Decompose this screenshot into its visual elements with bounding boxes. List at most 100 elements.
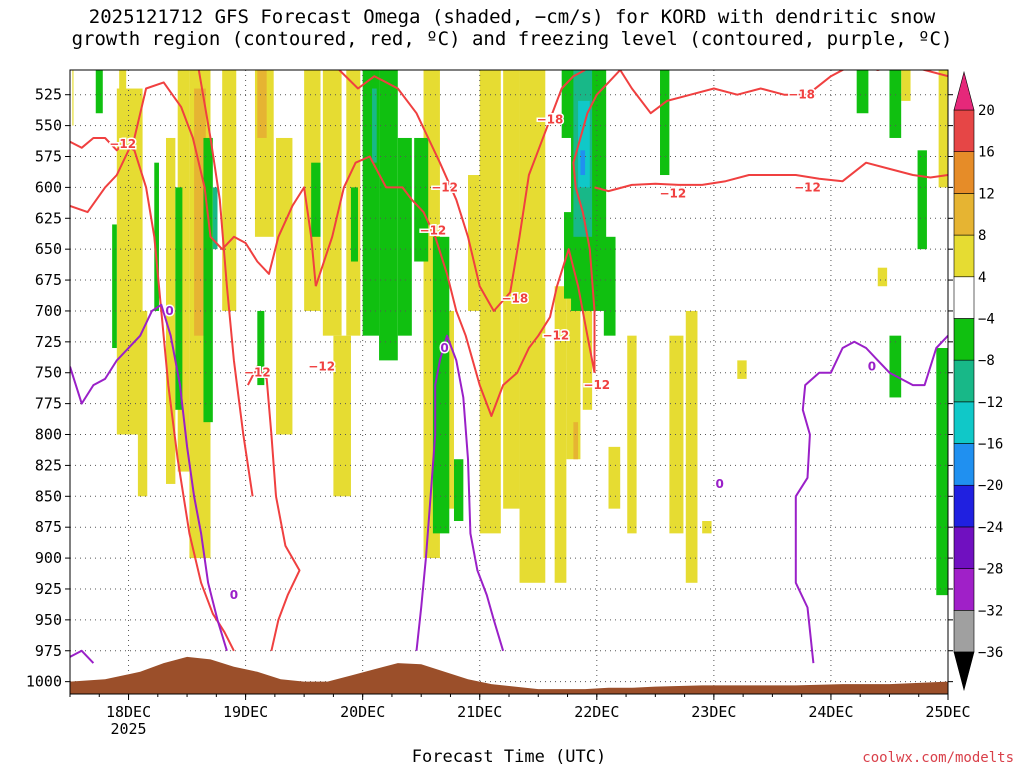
omega-cell-35 [95, 70, 103, 114]
omega-cell-0 [72, 70, 74, 126]
omega-cell-11 [322, 70, 342, 336]
omega-cell-56 [889, 335, 902, 398]
colorbar-box-3 [953, 484, 975, 528]
contour-dgz-12f [594, 161, 948, 193]
omega-cell-26 [685, 310, 698, 583]
y-tick-label-16: 925 [35, 580, 62, 598]
omega-cell-52 [603, 236, 616, 336]
contour-label-freezing-0-2: 0 [440, 341, 448, 355]
contour-freezing-0b [415, 334, 505, 652]
omega-cell-12 [333, 335, 351, 497]
omega-cell-3 [137, 310, 148, 497]
y-tick-label-0: 525 [35, 86, 62, 104]
omega-cell-54 [856, 70, 869, 114]
y-tick-label-6: 675 [35, 271, 62, 289]
colorbar-box-1 [953, 568, 975, 611]
omega-cell-19 [519, 70, 546, 583]
omega-cell-28 [702, 521, 712, 534]
colorbar-label-2: −28 [978, 562, 1003, 578]
y-tick-label-10: 775 [35, 395, 62, 413]
y-tick-label-12: 825 [35, 456, 62, 474]
colorbar-box-2 [953, 526, 975, 569]
omega-cell-45 [397, 137, 412, 336]
omega-cell-40 [257, 310, 265, 386]
y-tick-label-4: 625 [35, 209, 62, 227]
colorbar-label-11: 12 [978, 186, 995, 202]
y-tick-label-15: 900 [35, 549, 62, 567]
y-tick-label-18: 975 [35, 642, 62, 660]
omega-cell-37 [154, 162, 159, 311]
x-axis-title: Forecast Time (UTC) [412, 747, 606, 767]
contour-label-dgz-12-5: −12 [794, 180, 821, 194]
omega-cell-17 [479, 70, 501, 534]
y-axis: 525 550 575 600 625 650 675 700 725 750 775 800 825 8… [26, 86, 953, 691]
colorbar-arrow-top [953, 70, 975, 111]
contour-label-freezing-0-0: 0 [165, 304, 173, 318]
colorbar-box-10 [953, 193, 975, 236]
contour-freezing-0c [794, 335, 948, 664]
colorbar-label-0: −36 [978, 645, 1003, 661]
omega-cell-30 [901, 70, 911, 101]
title-line-1: 2025121712 GFS Forecast Omega (shaded, −… [88, 6, 936, 28]
x-tick-label-2: 20DEC [340, 703, 385, 721]
colorbar-label-13: 20 [978, 103, 995, 119]
contour-freezing-0 [70, 303, 228, 652]
omega-cell-7 [222, 70, 237, 311]
colorbar-box-0 [953, 610, 975, 653]
y-tick-label-8: 725 [35, 333, 62, 351]
omega-cell-38 [175, 187, 183, 410]
omega-cell-58 [936, 348, 948, 596]
colorbar-box-9 [953, 234, 975, 278]
contour-label-dgz-12-1: −12 [244, 366, 271, 380]
contour-label-dgz-18-1: −18 [537, 112, 564, 126]
x-axis: 18DEC 19DEC 20DEC 21DEC 22DEC 23DEC 24DEC 25DEC… [69, 694, 971, 738]
y-tick-label-9: 750 [35, 364, 62, 382]
colorbar-label-1: −32 [978, 603, 1003, 619]
omega-cell-41 [311, 162, 321, 237]
contour-labels: −12 −12 −12 −12 −12 −12 −12 −12 −12 −18 −18 −18 0 0 0 0… [108, 86, 878, 603]
contour-label-dgz-12-0: −12 [109, 137, 136, 151]
contour-label-dgz-12-7: −12 [420, 224, 447, 238]
omega-cell-34 [573, 422, 579, 460]
omega-shading [72, 70, 948, 596]
contour-label-freezing-0-1: 0 [230, 588, 238, 602]
colorbar-box-6 [953, 359, 975, 403]
x-tick-label-1: 19DEC [223, 703, 268, 721]
contour-dgz-12e [572, 70, 621, 373]
y-tick-label-11: 800 [35, 426, 62, 444]
omega-cell-42 [350, 187, 358, 262]
omega-cell-23 [608, 446, 621, 509]
colorbar-label-7: −8 [978, 353, 995, 369]
y-tick-label-19: 1000 [26, 673, 62, 691]
omega-cell-33 [257, 70, 267, 138]
contour-label-dgz-12-8: −12 [431, 180, 458, 194]
omega-cell-50 [564, 212, 574, 299]
colorbar-label-4: −20 [978, 478, 1003, 494]
colorbar-label-10: 8 [978, 228, 986, 244]
omega-cell-46 [414, 137, 429, 262]
chart-title: 2025121712 GFS Forecast Omega (shaded, −… [0, 6, 1024, 50]
x-tick-label-7: 25DEC [925, 703, 970, 721]
terrain-surface [70, 656, 948, 694]
credit-link[interactable]: coolwx.com/modelts [862, 750, 1014, 766]
y-tick-label-13: 850 [35, 487, 62, 505]
contour-label-dgz-12-4: −12 [660, 187, 687, 201]
contours [70, 70, 948, 664]
y-tick-label-3: 600 [35, 178, 62, 196]
omega-cell-24 [627, 335, 637, 534]
contour-label-freezing-0-4: 0 [868, 360, 876, 374]
omega-cell-25 [669, 335, 684, 534]
contour-label-freezing-0-3: 0 [716, 477, 724, 491]
colorbar-label-8: −4 [978, 311, 995, 327]
y-tick-label-1: 550 [35, 117, 62, 135]
omega-cell-39 [203, 137, 213, 423]
omega-cell-60 [372, 88, 377, 163]
omega-cell-53 [660, 70, 670, 176]
contour-freezing-0d [70, 649, 95, 664]
omega-cell-9 [276, 137, 293, 435]
contour-dgz-18c [619, 70, 948, 115]
colorbar-label-6: −12 [978, 395, 1003, 411]
omega-cell-44 [379, 70, 398, 361]
colorbar-label-5: −16 [978, 437, 1003, 453]
